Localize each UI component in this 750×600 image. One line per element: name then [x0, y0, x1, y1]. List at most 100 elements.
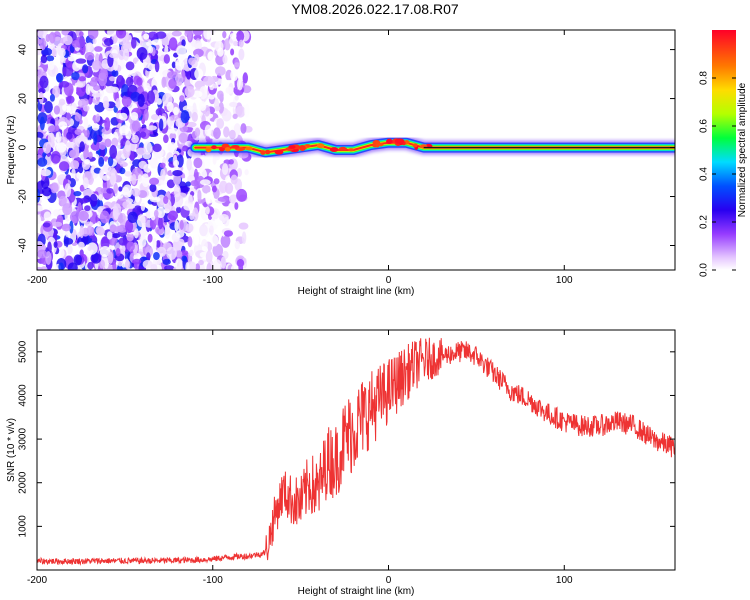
- x-tick-label: 0: [386, 275, 392, 286]
- noise-blob: [78, 76, 87, 82]
- noise-blob: [153, 209, 159, 218]
- noise-blob: [137, 93, 145, 107]
- noise-blob: [137, 174, 143, 183]
- noise-blob: [115, 30, 127, 39]
- noise-blob: [138, 160, 148, 170]
- noise-blob: [115, 98, 121, 109]
- y-tick-label: 5000: [18, 340, 29, 363]
- noise-blob: [93, 132, 98, 145]
- noise-blob: [244, 169, 249, 176]
- signal-ridge: [188, 135, 675, 160]
- noise-blob: [122, 48, 130, 61]
- noise-blob: [210, 234, 219, 247]
- noise-blob: [218, 213, 229, 222]
- noise-blob: [135, 60, 143, 69]
- noise-blob: [66, 95, 75, 104]
- noise-blob: [182, 145, 189, 152]
- noise-blob: [150, 69, 157, 78]
- noise-blob: [99, 210, 110, 224]
- noise-blob: [37, 60, 41, 67]
- noise-blob: [99, 259, 105, 269]
- noise-blob: [37, 249, 48, 259]
- x-tick-label: 0: [386, 575, 392, 586]
- noise-blob: [234, 202, 239, 210]
- noise-blob: [85, 83, 91, 96]
- noise-blob: [49, 182, 59, 194]
- noise-blob: [150, 263, 158, 270]
- colorbar-tick-label: 0.4: [699, 167, 710, 181]
- noise-blob: [105, 85, 116, 94]
- noise-blob: [121, 262, 126, 268]
- noise-blob: [99, 168, 104, 179]
- noise-blob: [101, 127, 112, 135]
- noise-blob: [111, 137, 119, 148]
- ridge-peak: [316, 143, 325, 149]
- noise-blob: [106, 231, 113, 240]
- noise-blob: [139, 235, 147, 248]
- noise-blob: [152, 143, 162, 153]
- noise-blob: [64, 183, 72, 198]
- noise-blob: [192, 30, 204, 36]
- noise-blob: [185, 261, 190, 270]
- noise-blob: [124, 140, 131, 152]
- noise-blob: [181, 39, 186, 47]
- noise-blob: [238, 39, 244, 48]
- noise-blob: [221, 109, 232, 122]
- x-axis-label: Height of straight line (km): [298, 586, 415, 597]
- noise-blob: [74, 129, 83, 135]
- noise-blob: [217, 196, 229, 202]
- noise-blob: [189, 249, 194, 257]
- noise-blob: [116, 74, 125, 88]
- noise-blob: [199, 224, 208, 237]
- noise-blob: [198, 259, 204, 266]
- noise-blob: [66, 131, 73, 140]
- noise-blob: [89, 79, 98, 87]
- noise-blob: [195, 263, 201, 270]
- y-tick-label: 20: [18, 93, 29, 105]
- noise-blob: [193, 233, 200, 246]
- noise-blob: [203, 30, 212, 40]
- noise-blob: [49, 94, 55, 102]
- y-tick-label: -40: [18, 238, 29, 253]
- ridge-peak: [288, 145, 296, 149]
- noise-blob: [236, 188, 248, 202]
- noise-blob: [149, 157, 160, 169]
- noise-blob: [74, 113, 82, 122]
- noise-blob: [149, 196, 161, 203]
- noise-blob: [124, 171, 132, 177]
- noise-blob: [158, 118, 164, 132]
- noise-blob: [40, 54, 48, 64]
- noise-blob: [44, 100, 53, 114]
- noise-blob: [58, 98, 66, 106]
- noise-blob: [47, 241, 52, 255]
- noise-blob: [126, 203, 136, 210]
- noise-blob: [174, 219, 179, 232]
- x-tick-label: 100: [556, 575, 573, 586]
- noise-blob: [84, 159, 91, 165]
- noise-blob: [113, 182, 118, 194]
- noise-blob: [184, 86, 195, 98]
- noise-blob: [211, 30, 221, 37]
- noise-blob: [185, 68, 192, 80]
- noise-blob: [92, 38, 97, 45]
- noise-blob: [205, 250, 213, 264]
- noise-blob: [49, 31, 56, 44]
- noise-blob: [40, 169, 52, 177]
- noise-blob: [71, 71, 80, 81]
- noise-blob: [98, 156, 105, 167]
- noise-blob: [224, 182, 234, 194]
- noise-blob: [78, 198, 89, 204]
- ridge-peak: [245, 146, 253, 151]
- noise-blob: [48, 60, 55, 71]
- noise-blob: [62, 203, 73, 216]
- noise-blob: [38, 91, 44, 105]
- noise-blob: [109, 144, 118, 159]
- y-tick-label: 4000: [18, 384, 29, 407]
- noise-blob: [62, 103, 67, 112]
- noise-blob: [73, 254, 83, 266]
- noise-blob: [90, 253, 102, 264]
- noise-blob: [191, 111, 198, 122]
- noise-blob: [166, 71, 178, 79]
- ridge-peak: [394, 138, 405, 144]
- ridge-peak: [386, 138, 393, 144]
